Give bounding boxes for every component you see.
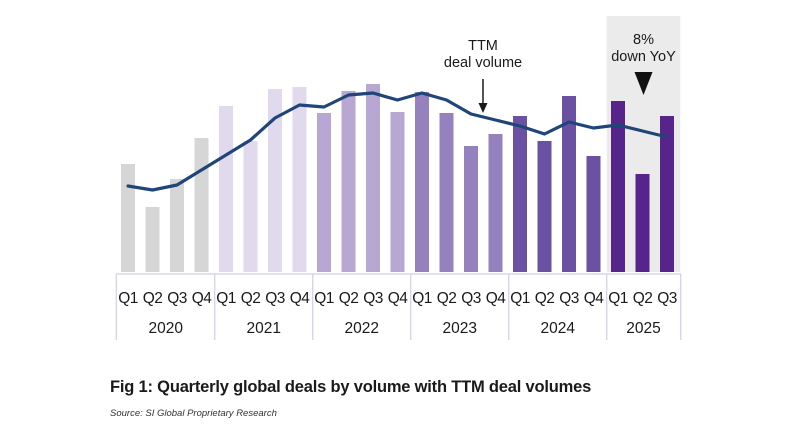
bar-2020-Q1 (121, 164, 135, 272)
quarter-label: Q1 (608, 290, 627, 307)
quarter-label: Q3 (363, 290, 382, 307)
year-label-2025: 2025 (626, 320, 660, 337)
chart: Q1 Q2 Q3 Q4 Q1 Q2 Q3 Q4 Q1 Q2 Q3 Q4 Q1 Q2 Q3 Q4 Q1 Q2 Q3 Q4… (115, 16, 682, 340)
ttm-line-layer (126, 91, 669, 192)
year-label-2020: 2020 (149, 320, 184, 337)
bar-2022-Q3 (366, 84, 380, 272)
bar-2023-Q1 (415, 92, 429, 272)
ttm-label-line: TTM (468, 38, 498, 54)
bar-2025-Q2 (635, 174, 650, 272)
quarter-label: Q1 (216, 290, 235, 307)
ttm-arrow-head-icon (478, 103, 488, 113)
quarter-label: Q4 (388, 290, 408, 307)
quarter-label: Q4 (486, 290, 506, 307)
bar-2022-Q1 (317, 113, 331, 272)
bar-2024-Q3 (562, 96, 576, 272)
ttm-label-line: deal volume (444, 55, 522, 71)
yoy-label-line: down YoY (611, 49, 676, 65)
bar-2021-Q4 (292, 87, 307, 272)
quarter-label: Q3 (167, 290, 186, 307)
year-label-2023: 2023 (443, 320, 477, 337)
quarter-label: Q2 (535, 290, 554, 307)
quarter-label: Q3 (265, 290, 284, 307)
quarter-label: Q1 (118, 290, 137, 307)
bar-2024-Q4 (586, 156, 601, 272)
chart-source: Source: SI Global Proprietary Research (110, 408, 277, 419)
bar-2022-Q2 (341, 91, 356, 272)
x-axis: Q1 Q2 Q3 Q4 Q1 Q2 Q3 Q4 Q1 Q2 Q3 Q4 Q1 Q2 Q3 Q4 Q1 Q2 Q3 Q4… (115, 273, 682, 340)
quarter-label: Q3 (461, 290, 480, 307)
bar-2023-Q4 (488, 134, 503, 272)
bars (121, 84, 674, 272)
quarter-label: Q4 (584, 290, 604, 307)
bar-2024-Q1 (513, 116, 527, 272)
bar-2020-Q3 (170, 179, 184, 272)
quarter-label: Q1 (510, 290, 529, 307)
bar-2022-Q4 (390, 112, 405, 272)
bar-2021-Q1 (219, 106, 233, 272)
quarter-label: Q2 (241, 290, 260, 307)
quarter-label: Q3 (657, 290, 676, 307)
quarter-label: Q1 (314, 290, 333, 307)
quarter-label: Q3 (559, 290, 578, 307)
yoy-label-line: 8% (633, 32, 654, 48)
quarter-label: Q4 (192, 290, 212, 307)
bar-2020-Q2 (145, 207, 160, 272)
down-triangle-icon (634, 72, 653, 95)
quarter-label: Q4 (290, 290, 310, 307)
year-label-2024: 2024 (541, 320, 576, 337)
quarter-label: Q2 (437, 290, 456, 307)
bar-2020-Q4 (194, 138, 209, 272)
quarter-label: Q2 (339, 290, 358, 307)
bar-2021-Q3 (268, 89, 282, 272)
quarter-label: Q1 (412, 290, 431, 307)
bar-2025-Q3 (660, 116, 674, 272)
bar-2025-Q1 (611, 101, 625, 272)
bar-2023-Q3 (464, 146, 478, 272)
chart-title: Fig 1: Quarterly global deals by volume … (110, 378, 592, 396)
bar-2024-Q2 (537, 141, 552, 272)
year-label-2021: 2021 (247, 320, 281, 337)
quarter-label: Q2 (143, 290, 162, 307)
bar-2023-Q2 (439, 113, 454, 272)
bar-2021-Q2 (243, 141, 258, 272)
quarter-label: Q2 (633, 290, 652, 307)
year-label-2022: 2022 (345, 320, 379, 337)
